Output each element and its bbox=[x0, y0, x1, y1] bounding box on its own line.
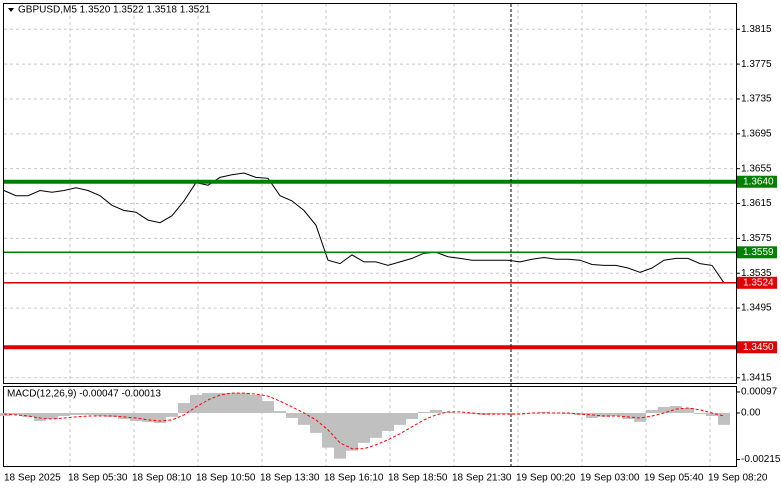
histogram-bar bbox=[94, 412, 106, 417]
level-label-box bbox=[737, 246, 777, 259]
histogram-bar bbox=[82, 412, 94, 415]
histogram-bar bbox=[298, 412, 310, 425]
x-tick-label: 18 Sep 08:10 bbox=[132, 473, 192, 484]
x-tick-label: 18 Sep 21:30 bbox=[452, 473, 512, 484]
x-tick-label: 19 Sep 05:40 bbox=[644, 473, 704, 484]
histogram-bar bbox=[382, 412, 394, 431]
level-label: 1.3559 bbox=[743, 247, 774, 258]
histogram-bar bbox=[406, 412, 418, 420]
histogram-bar bbox=[202, 393, 214, 413]
histogram-bar bbox=[334, 412, 346, 459]
x-tick-label: 19 Sep 00:20 bbox=[516, 473, 576, 484]
level-label-box bbox=[737, 341, 777, 354]
y-tick-label: 1.3535 bbox=[741, 268, 772, 279]
main-panel bbox=[3, 3, 737, 384]
histogram-bar bbox=[502, 412, 514, 415]
histogram-bar bbox=[658, 406, 670, 413]
histogram-bar bbox=[454, 412, 466, 414]
y-tick-label: 0.00 bbox=[741, 408, 761, 419]
histogram-bar bbox=[646, 409, 658, 413]
histogram-bar bbox=[214, 393, 226, 413]
x-tick-label: 18 Sep 16:10 bbox=[324, 473, 384, 484]
x-tick-label: 18 Sep 13:30 bbox=[260, 473, 320, 484]
histogram-bar bbox=[466, 412, 478, 415]
y-tick-label: 1.3735 bbox=[741, 94, 772, 105]
histogram-bar bbox=[622, 412, 634, 420]
histogram-bar bbox=[58, 412, 70, 417]
histogram-bar bbox=[694, 412, 706, 415]
histogram-bar bbox=[10, 412, 22, 415]
level-label: 1.3450 bbox=[743, 342, 774, 353]
y-tick-label: 1.3495 bbox=[741, 303, 772, 314]
histogram-bar bbox=[370, 412, 382, 438]
price-line bbox=[3, 172, 725, 284]
histogram-bar bbox=[178, 403, 190, 413]
level-label: 1.3640 bbox=[743, 176, 774, 187]
y-tick-label: 1.3575 bbox=[741, 233, 772, 244]
x-tick-label: 19 Sep 08:20 bbox=[708, 473, 768, 484]
level-label-box bbox=[737, 276, 777, 289]
histogram-bar bbox=[142, 412, 154, 422]
y-tick-label: 1.3415 bbox=[741, 372, 772, 383]
chart-title: GBPUSD,M5 1.3520 1.3522 1.3518 1.3521 bbox=[18, 5, 211, 16]
level-label: 1.3524 bbox=[743, 277, 774, 288]
histogram-bar bbox=[538, 411, 550, 413]
histogram-bar bbox=[634, 412, 646, 422]
histogram-bar bbox=[550, 412, 562, 414]
plot-layer bbox=[0, 4, 740, 466]
signal-line bbox=[3, 392, 725, 450]
x-tick-label: 18 Sep 2025 bbox=[4, 473, 61, 484]
histogram-bar bbox=[130, 412, 142, 421]
histogram-bar bbox=[430, 409, 442, 413]
y-tick-label: 1.3775 bbox=[741, 59, 772, 70]
histogram-bar bbox=[526, 412, 538, 414]
histogram-bar bbox=[514, 412, 526, 414]
histogram-bar bbox=[286, 412, 298, 418]
symbol-icon bbox=[8, 8, 14, 12]
histogram-bar bbox=[442, 411, 454, 413]
macd-title: MACD(12,26,9) -0.00047 -0.00013 bbox=[7, 389, 161, 400]
x-tick-label: 19 Sep 03:00 bbox=[580, 473, 640, 484]
histogram-bar bbox=[718, 412, 730, 425]
x-tick-label: 18 Sep 05:30 bbox=[68, 473, 128, 484]
x-tick-label: 18 Sep 10:50 bbox=[196, 473, 256, 484]
histogram-bar bbox=[358, 412, 370, 443]
histogram-bar bbox=[610, 412, 622, 417]
histogram-bar bbox=[418, 411, 430, 413]
y-tick-label: 1.3655 bbox=[741, 163, 772, 174]
histogram-bar bbox=[262, 401, 274, 413]
histogram-bar bbox=[166, 412, 178, 417]
level-label-box bbox=[737, 175, 777, 188]
histogram-bar bbox=[274, 411, 286, 413]
macd-panel bbox=[3, 386, 737, 467]
histogram-bar bbox=[682, 407, 694, 413]
histogram-bar bbox=[706, 412, 718, 417]
y-tick-label: 1.3815 bbox=[741, 24, 772, 35]
y-tick-label: 1.3695 bbox=[741, 128, 772, 139]
histogram-bar bbox=[394, 412, 406, 425]
histogram-bar bbox=[226, 393, 238, 413]
histogram-bar bbox=[34, 412, 46, 421]
histogram-bar bbox=[46, 412, 58, 420]
histogram-bar bbox=[586, 412, 598, 418]
x-tick-label: 18 Sep 18:50 bbox=[388, 473, 448, 484]
histogram-bar bbox=[154, 412, 166, 423]
histogram-bar bbox=[598, 412, 610, 417]
y-tick-label: 0.00097 bbox=[741, 387, 778, 398]
y-tick-label: 1.3615 bbox=[741, 198, 772, 209]
histogram-bar bbox=[250, 395, 262, 413]
histogram-bar bbox=[238, 393, 250, 413]
histogram-bar bbox=[22, 412, 34, 417]
histogram-bar bbox=[70, 412, 82, 415]
histogram-bar bbox=[346, 412, 358, 451]
histogram-bar bbox=[490, 412, 502, 415]
y-tick-label: -0.00215 bbox=[741, 454, 781, 465]
histogram-bar bbox=[118, 412, 130, 420]
histogram-bar bbox=[562, 412, 574, 415]
histogram-bar bbox=[106, 412, 118, 417]
